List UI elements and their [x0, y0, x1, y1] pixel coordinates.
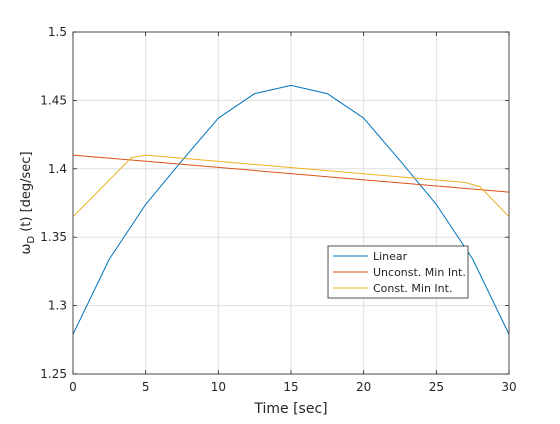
y-tick-label: 1.35: [40, 230, 67, 244]
y-tick-label: 1.3: [48, 299, 67, 313]
x-tick-label: 5: [142, 380, 150, 394]
legend-label: Linear: [373, 250, 408, 263]
series-line-unconst-min-int: [72, 154, 510, 193]
x-tick-label: 20: [356, 380, 371, 394]
tick-labels: 0 5 10 15 20 25 30 1.25 1.3 1.35 1.4 1.45 1.5: [40, 25, 516, 394]
x-axis-label: Time [sec]: [253, 401, 327, 417]
y-axis-label-symbol: ω: [19, 244, 34, 255]
y-tick-label: 1.25: [40, 367, 67, 381]
y-axis-label-rest: (t) [deg/sec]: [19, 151, 34, 235]
x-tick-label: 25: [429, 380, 444, 394]
series-layer: [72, 84, 510, 335]
y-tick-label: 1.5: [48, 25, 67, 39]
series-line-linear: [72, 84, 510, 335]
y-tick-label: 1.4: [48, 162, 67, 176]
x-tick-label: 10: [211, 380, 226, 394]
x-tick-label: 30: [501, 380, 516, 394]
x-tick-label: 15: [283, 380, 298, 394]
series-line-const-min-int: [72, 154, 510, 218]
y-axis-label-subscript: D: [26, 236, 37, 244]
x-tick-label: 0: [69, 380, 77, 394]
legend-items: Linear Unconst. Min Int. Const. Min Int.: [333, 250, 466, 295]
y-axis-label: ωD (t) [deg/sec]: [19, 151, 37, 254]
legend-label: Const. Min Int.: [373, 282, 452, 295]
legend-label: Unconst. Min Int.: [373, 266, 466, 279]
legend: Linear Unconst. Min Int. Const. Min Int.: [327, 245, 469, 299]
ticks: [72, 31, 510, 375]
y-tick-label: 1.45: [40, 93, 67, 107]
